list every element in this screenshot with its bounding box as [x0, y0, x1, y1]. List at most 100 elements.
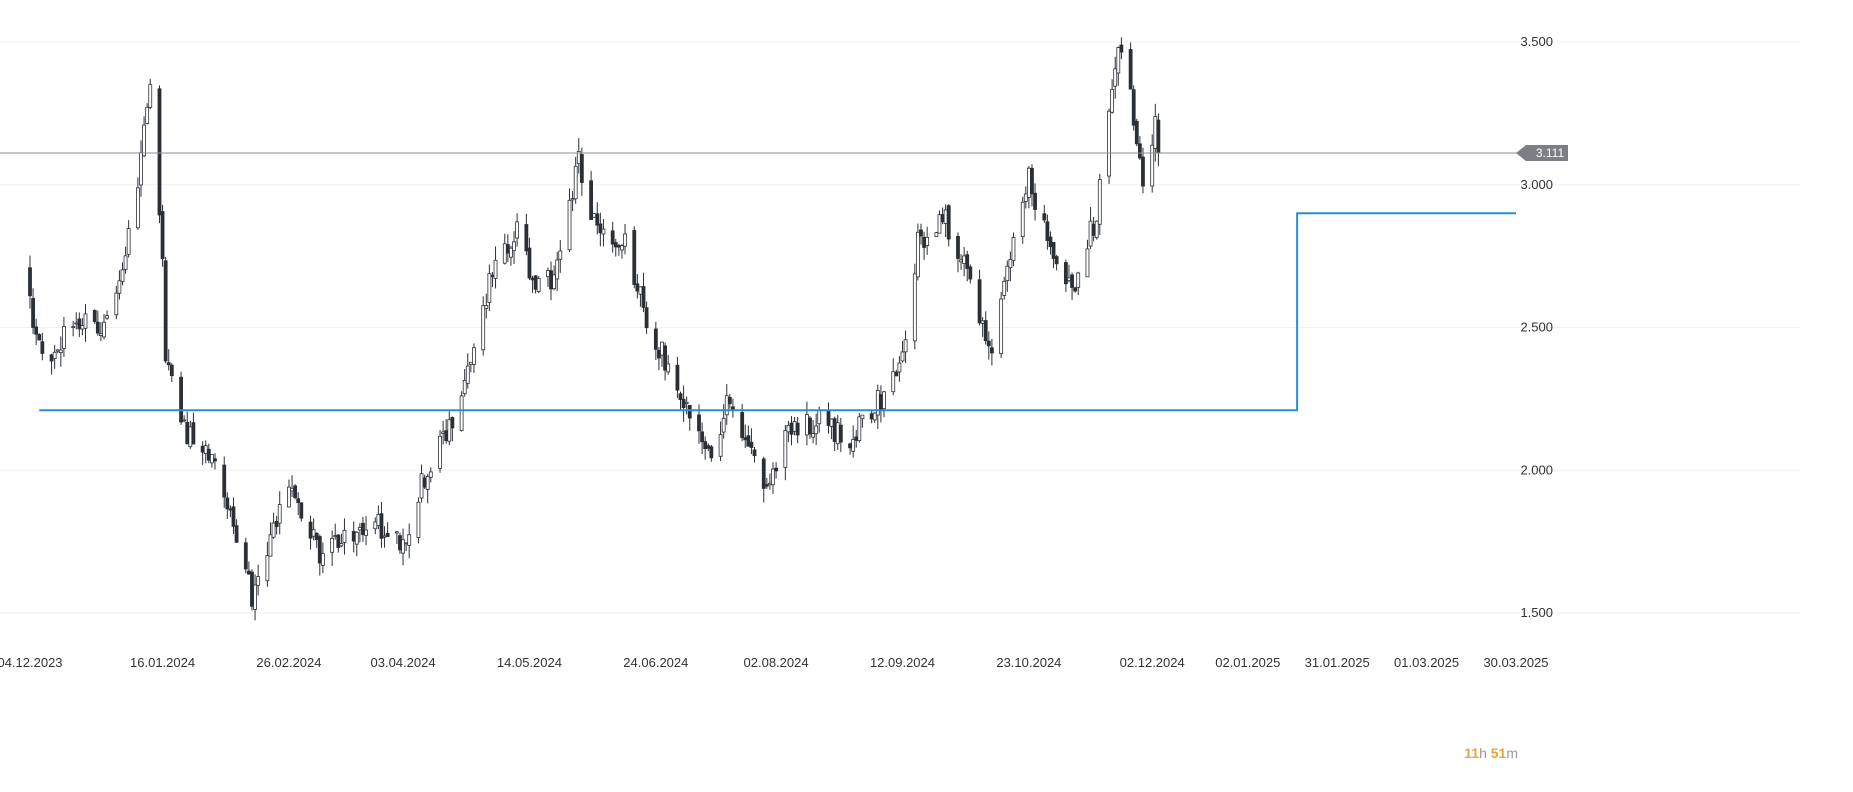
- countdown-minutes: 51: [1490, 745, 1507, 761]
- candle-up: [145, 106, 150, 124]
- candle-up: [290, 487, 294, 492]
- candle-up: [481, 305, 486, 351]
- x-tick-label: 30.03.2025: [1483, 655, 1548, 670]
- candle-down: [653, 328, 658, 350]
- candle-down: [179, 376, 183, 423]
- candle-up: [404, 542, 409, 545]
- candle-down: [351, 530, 356, 542]
- candle-up: [311, 529, 316, 537]
- candle-down: [752, 449, 757, 456]
- candle-up: [814, 425, 819, 435]
- candle-up: [416, 501, 421, 538]
- candle-down: [709, 446, 714, 459]
- candle-up: [857, 416, 862, 442]
- candle-down: [989, 347, 994, 354]
- candle-down: [40, 341, 45, 354]
- candle-up: [872, 412, 877, 421]
- candle-up: [136, 187, 140, 229]
- candle-up: [891, 371, 896, 393]
- x-tick-label: 26.02.2024: [256, 655, 321, 670]
- candle-up: [925, 236, 930, 247]
- candle-down: [1073, 287, 1078, 292]
- candle-down: [234, 525, 239, 543]
- candle-up: [1011, 237, 1016, 261]
- candle-down: [956, 236, 960, 259]
- y-tick-label: 2.000: [1520, 462, 1553, 477]
- candle-up: [811, 433, 815, 438]
- y-axis: 1.500 2.000 2.500 3.000 3.500: [1520, 34, 1553, 620]
- candle-down: [28, 267, 32, 297]
- current-price-label: 3.111: [1536, 146, 1565, 160]
- x-tick-label: 24.06.2024: [623, 655, 688, 670]
- candle-up: [623, 233, 627, 247]
- candle-up: [786, 425, 791, 433]
- candle-down: [527, 247, 532, 279]
- candle-up: [462, 379, 467, 395]
- candle-down: [533, 275, 538, 290]
- candle-down: [965, 254, 970, 269]
- candle-down: [946, 205, 951, 240]
- candle-up: [721, 417, 726, 433]
- candle-down: [398, 535, 402, 551]
- candle-down: [1134, 120, 1139, 145]
- x-tick-label: 02.01.2025: [1215, 655, 1280, 670]
- candle-up: [916, 231, 920, 278]
- candle-up: [123, 255, 128, 270]
- countdown-hours: 11: [1464, 745, 1480, 761]
- candle-down: [191, 422, 196, 445]
- candle-down: [200, 445, 205, 453]
- candle-down: [838, 424, 843, 443]
- candle-up: [407, 534, 412, 546]
- candle-down: [1045, 221, 1050, 241]
- candle-up: [271, 522, 276, 538]
- candle-down: [228, 508, 233, 511]
- candle-down: [678, 393, 683, 400]
- candle-down: [727, 397, 732, 405]
- candle-up: [875, 389, 880, 416]
- candle-up: [515, 221, 520, 239]
- candle-up: [333, 535, 338, 537]
- candle-down: [703, 441, 708, 450]
- candle-down: [1131, 89, 1136, 126]
- candle-up: [1020, 201, 1025, 238]
- candle-up: [58, 349, 63, 353]
- candle-down: [697, 414, 701, 432]
- candle-down: [983, 320, 988, 342]
- candle-up: [1005, 265, 1010, 282]
- candle-up: [1026, 167, 1031, 198]
- candle-down: [1033, 192, 1037, 210]
- x-tick-label: 31.01.2025: [1305, 655, 1370, 670]
- candle-up: [203, 445, 208, 454]
- candle-up: [1088, 220, 1093, 247]
- candle-up: [428, 471, 433, 478]
- candle-up: [268, 534, 273, 557]
- candle-up: [552, 274, 557, 290]
- candle-up: [1002, 280, 1007, 296]
- candle-up: [900, 351, 905, 362]
- candle-down: [243, 542, 248, 570]
- candle-up: [287, 486, 291, 508]
- candle-down: [166, 362, 171, 366]
- candle-up: [835, 422, 840, 445]
- x-tick-label: 02.08.2024: [744, 655, 809, 670]
- candle-down: [879, 394, 883, 411]
- support-resistance-line[interactable]: [39, 212, 1516, 412]
- grid-lines: [0, 41, 1800, 614]
- candle-up: [373, 521, 378, 530]
- candle-up: [382, 535, 387, 538]
- candle-up: [265, 555, 270, 582]
- candle-up: [188, 426, 193, 448]
- candle-down: [299, 502, 304, 519]
- candle-up: [912, 273, 917, 342]
- candle-up: [438, 435, 442, 469]
- candle-down: [774, 467, 778, 472]
- candle-down: [598, 223, 603, 234]
- candle-up: [52, 351, 57, 359]
- candle-down: [1054, 256, 1059, 265]
- candle-up: [114, 292, 119, 316]
- candle-up: [277, 504, 282, 524]
- candle-down: [764, 484, 769, 487]
- candle-down: [385, 533, 390, 538]
